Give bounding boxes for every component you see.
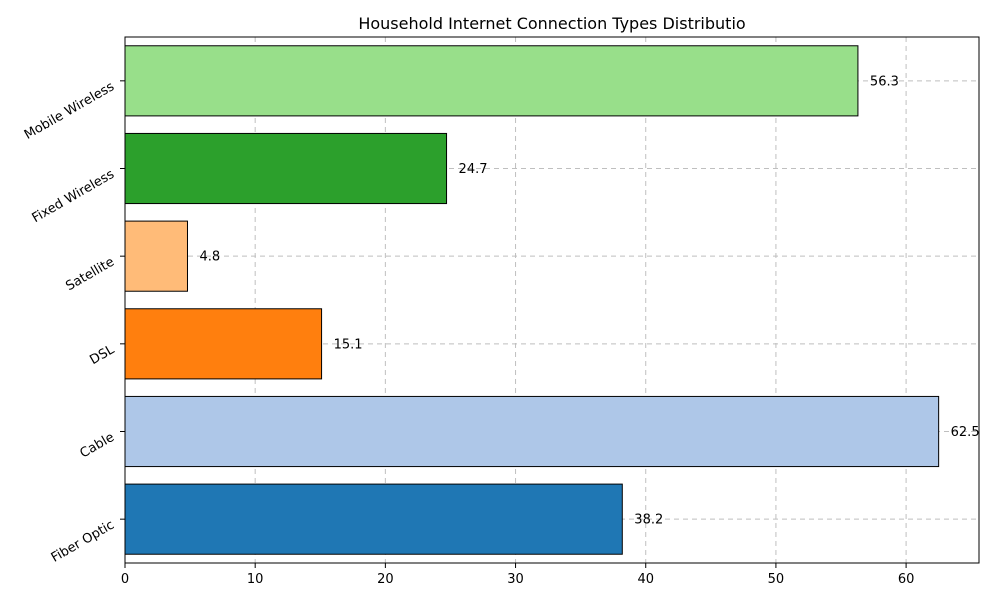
- value-label: 56.3: [870, 74, 899, 89]
- value-label: 15.1: [334, 337, 363, 352]
- bar-fixed-wireless: [124, 132, 448, 205]
- y-axis: Fiber Optic Cable DSL Satellite Fixed Wirele…: [22, 79, 125, 566]
- value-label: 38.2: [634, 513, 663, 528]
- y-tick-label: Fixed Wireless: [30, 167, 118, 226]
- bar-satellite: [124, 220, 188, 292]
- bar-dsl: [124, 308, 323, 380]
- y-tick-label: Mobile Wireless: [22, 79, 117, 143]
- chart-title: Household Internet Connection Types Dist…: [358, 14, 745, 33]
- value-labels: 38.2 62.5 15.1 4.8 24.7 56.3: [199, 74, 979, 527]
- x-tick-label: 10: [247, 572, 264, 587]
- y-tick-label: DSL: [87, 342, 117, 368]
- x-tick-label: 0: [121, 572, 129, 587]
- x-tick-label: 50: [768, 572, 785, 587]
- plot-frame: [124, 36, 980, 564]
- value-label: 24.7: [459, 162, 488, 177]
- bars: [124, 45, 940, 555]
- x-axis: 0 10 20 30 40 50 60: [121, 563, 915, 587]
- x-tick-label: 20: [377, 572, 394, 587]
- y-tick-label: Cable: [78, 430, 117, 461]
- bar-fiber-optic: [124, 483, 623, 555]
- x-tick-label: 60: [898, 572, 915, 587]
- y-tick-label: Fiber Optic: [49, 518, 117, 566]
- x-tick-label: 40: [637, 572, 654, 587]
- value-label: 4.8: [199, 250, 220, 265]
- value-label: 62.5: [951, 425, 980, 440]
- bar-mobile-wireless: [124, 45, 859, 117]
- x-tick-label: 30: [507, 572, 524, 587]
- bar-cable: [124, 395, 940, 468]
- y-tick-label: Satellite: [63, 255, 117, 295]
